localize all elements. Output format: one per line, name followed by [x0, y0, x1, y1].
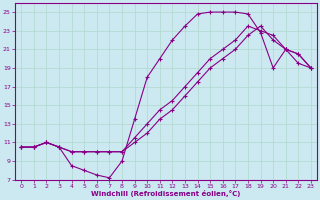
X-axis label: Windchill (Refroidissement éolien,°C): Windchill (Refroidissement éolien,°C) — [92, 190, 241, 197]
